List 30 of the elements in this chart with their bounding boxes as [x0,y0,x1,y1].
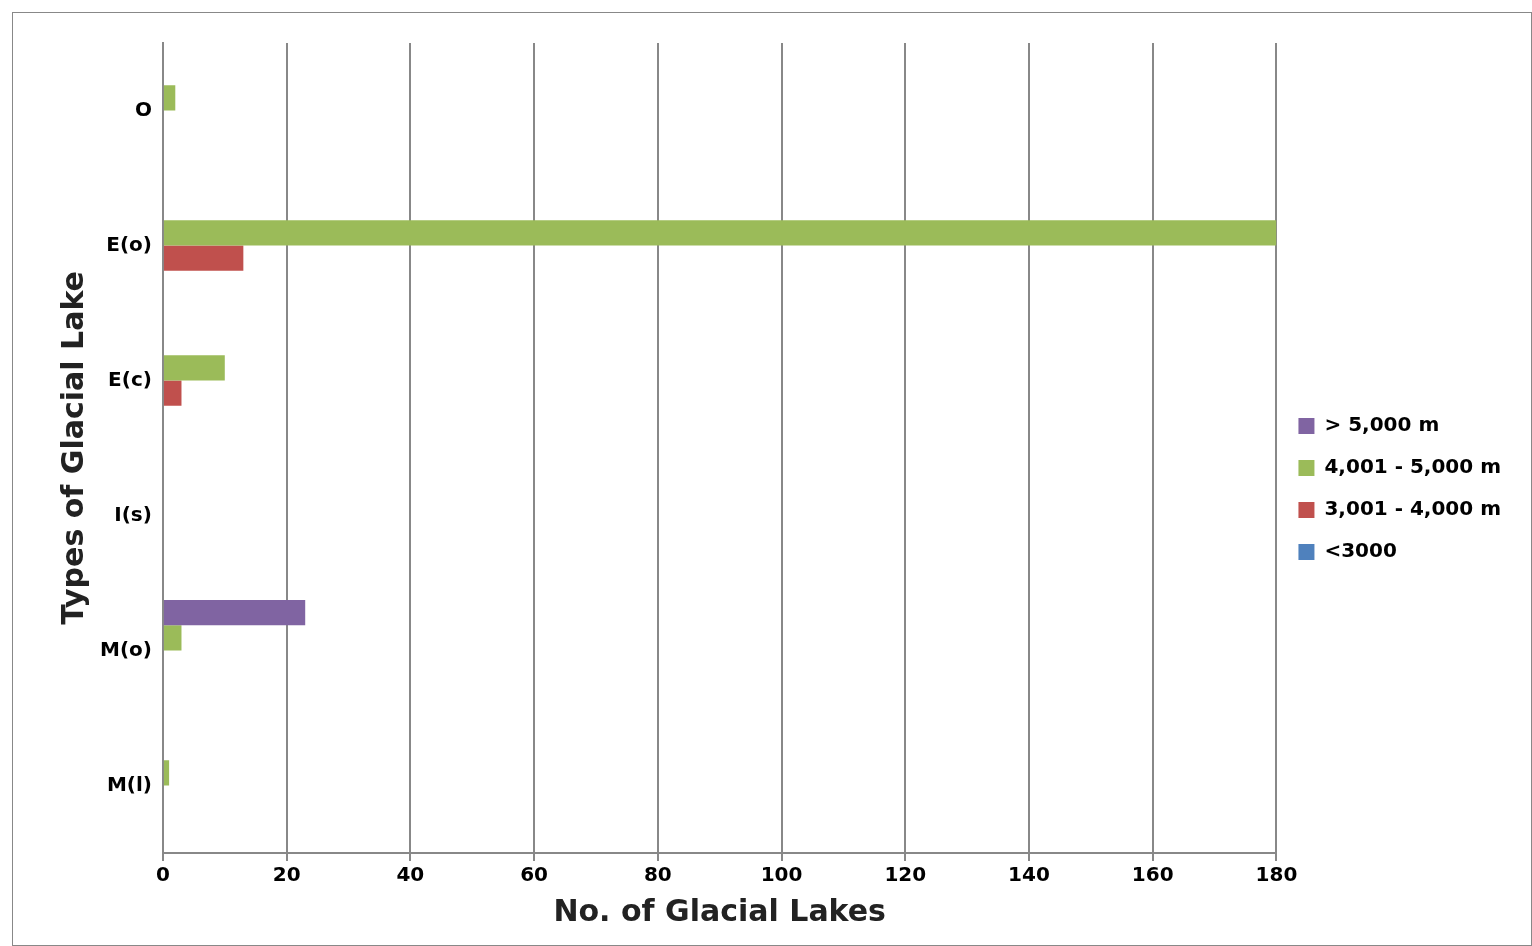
y-tick-label: E(o) [106,231,152,256]
bar [163,380,182,406]
bar [163,760,170,786]
bar [163,220,1277,246]
x-tick-label: 140 [1008,862,1050,887]
legend-label: <3000 [1324,538,1397,563]
x-tick-label: 60 [520,862,549,887]
x-tick-label: 180 [1255,862,1298,887]
y-tick-label: I(s) [114,501,152,526]
x-tick-label: 40 [396,862,425,887]
x-tick-label: 100 [760,862,803,887]
y-tick-label: M(o) [99,636,152,661]
bar [163,355,225,381]
x-tick-label: 160 [1131,862,1174,887]
bar [163,625,182,651]
x-tick-label: 80 [643,862,672,887]
legend-label: 3,001 - 4,000 m [1324,496,1502,521]
x-axis-title: No. of Glacial Lakes [553,892,886,928]
y-tick-label: O [134,96,152,121]
x-tick-label: 120 [884,862,927,887]
bar [163,245,244,271]
legend-label: > 5,000 m [1324,412,1440,437]
x-tick-label: 20 [272,862,301,887]
x-tick-label: 0 [155,862,170,887]
bar [163,599,306,626]
bar [163,85,176,111]
y-axis-title: Types of Glacial Lake [54,271,90,625]
y-tick-label: E(c) [108,366,152,391]
y-tick-label: M(l) [106,771,152,796]
legend-label: 4,001 - 5,000 m [1324,454,1502,479]
